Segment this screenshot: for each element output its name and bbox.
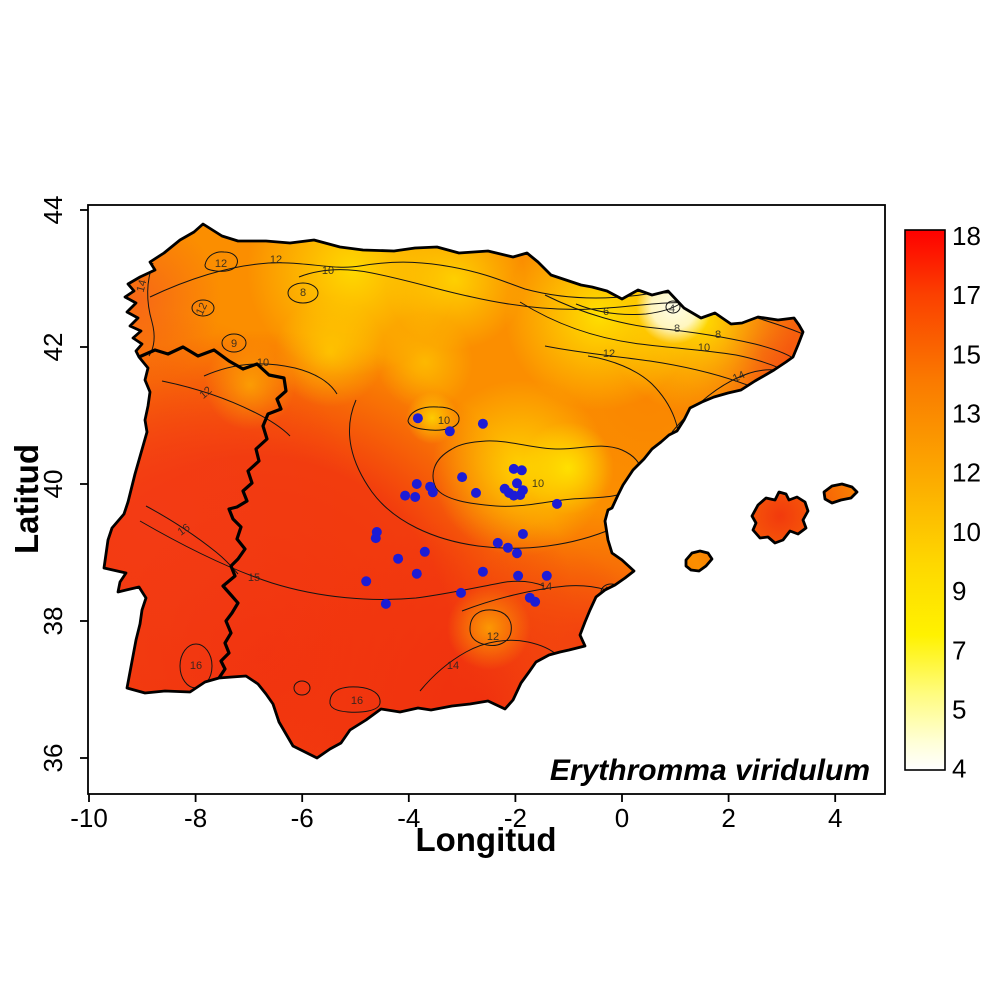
x-axis-tick-labels: -10 -8 -6 -4 -2 0 2 4: [70, 803, 842, 833]
contour-label: 16: [351, 695, 363, 707]
species-annotation: Erythromma viridulum: [550, 754, 870, 787]
contour-label: 12: [194, 301, 210, 317]
contour-label: 15: [248, 572, 260, 584]
occurrence-point: [541, 570, 552, 581]
mallorca-coastline: [750, 490, 810, 545]
colorbar-tick: 18: [952, 221, 981, 251]
iberia-coastline: [102, 222, 805, 760]
colorbar-tick: 10: [952, 517, 981, 547]
occurrence-point: [444, 426, 455, 437]
contour-label: 8: [674, 323, 680, 335]
contour-label: 10: [322, 265, 334, 277]
colorbar-tick: 7: [952, 635, 966, 665]
x-tick: -10: [70, 803, 108, 833]
occurrence-point: [411, 479, 422, 489]
occurrence-point: [471, 487, 481, 498]
contour-label: 14: [135, 279, 150, 294]
x-tick: 4: [828, 803, 842, 833]
occurrence-point: [419, 546, 430, 557]
occurrence-point: [456, 587, 466, 598]
plot-frame: [87, 204, 886, 795]
colorbar-tick: 5: [952, 694, 966, 724]
contour-label: 12: [270, 254, 282, 266]
occurrence-point: [552, 498, 562, 509]
x-axis-title: Longitud: [415, 821, 556, 858]
occurrence-point: [412, 413, 423, 424]
y-tick: 42: [38, 333, 68, 362]
occurrence-point: [517, 485, 528, 496]
contour-label: 10: [438, 415, 450, 427]
occurrence-point: [513, 570, 524, 581]
y-tick: 36: [38, 744, 68, 773]
occurrence-point: [425, 481, 436, 492]
coastline-and-borders: [102, 222, 859, 760]
colorbar-tick: 12: [952, 458, 981, 488]
colorbar-tick: 9: [952, 576, 966, 606]
occurrence-point: [400, 490, 411, 501]
y-axis-title: Latitud: [8, 444, 45, 554]
contour-label: 4: [669, 303, 675, 315]
x-tick: -4: [397, 803, 420, 833]
y-axis: [80, 209, 88, 759]
occurrence-point: [370, 533, 381, 544]
occurrence-point: [502, 542, 513, 553]
contour-labels: 12 12 10 8 12 9 10 12 14 6 4 8 8 10 12 1…: [135, 254, 747, 707]
colorbar-gradient: [904, 229, 946, 771]
occurrence-point: [530, 596, 541, 607]
occurrence-point: [508, 463, 519, 474]
y-tick: 38: [38, 607, 68, 636]
occurrence-point: [380, 598, 391, 609]
occurrence-point: [512, 478, 522, 489]
x-tick: -2: [504, 803, 527, 833]
colorbar-tick: 13: [952, 398, 981, 428]
occurrence-point: [393, 553, 404, 564]
contour-label: 10: [532, 478, 544, 490]
colorbar-tick: 4: [952, 754, 966, 784]
contour-label: 9: [231, 338, 237, 350]
contour-label: 14: [447, 660, 459, 672]
y-tick: 44: [38, 196, 68, 225]
colorbar-tick: 17: [952, 280, 981, 310]
colorbar: 18 17 15 13 12 10 9 7 5 4: [904, 221, 981, 784]
menorca-coastline: [822, 482, 859, 505]
occurrence-point: [516, 465, 527, 476]
occurrence-point: [517, 529, 528, 539]
x-tick: 0: [615, 803, 629, 833]
contour-label: 6: [603, 306, 609, 318]
portugal-spain-border: [138, 345, 288, 679]
x-tick: -6: [291, 803, 314, 833]
occurrence-points: [361, 413, 562, 609]
temperature-surface: 12 12 10 8 12 9 10 12 14 6 4 8 8 10 12 1…: [104, 224, 857, 758]
ibiza-coastline: [684, 549, 714, 573]
contour-label: 16: [176, 522, 193, 539]
occurrence-point: [411, 568, 422, 579]
contour-label: 10: [698, 342, 710, 354]
x-axis: [88, 794, 837, 802]
contour-label: 14: [731, 369, 747, 385]
contour-label: 8: [715, 329, 721, 341]
contour-label: 12: [603, 348, 615, 360]
contour-label: 8: [300, 287, 306, 299]
colorbar-tick: 15: [952, 339, 981, 369]
occurrence-point: [477, 418, 488, 429]
contour-label: 12: [487, 631, 499, 643]
occurrence-point: [477, 566, 488, 577]
x-tick: 2: [721, 803, 735, 833]
y-tick: 40: [38, 470, 68, 499]
occurrence-point: [410, 492, 421, 502]
x-tick: -8: [184, 803, 207, 833]
colorbar-tick-labels: 18 17 15 13 12 10 9 7 5 4: [952, 221, 981, 784]
occurrence-point: [457, 472, 468, 483]
y-axis-tick-labels: 44 42 40 38 36: [38, 196, 68, 773]
contour-label: 16: [190, 660, 202, 672]
occurrence-point: [492, 537, 503, 548]
contour-label: 14: [540, 581, 552, 593]
occurrence-point: [361, 576, 372, 587]
contour-label: 12: [215, 258, 227, 270]
occurrence-point: [512, 548, 522, 559]
